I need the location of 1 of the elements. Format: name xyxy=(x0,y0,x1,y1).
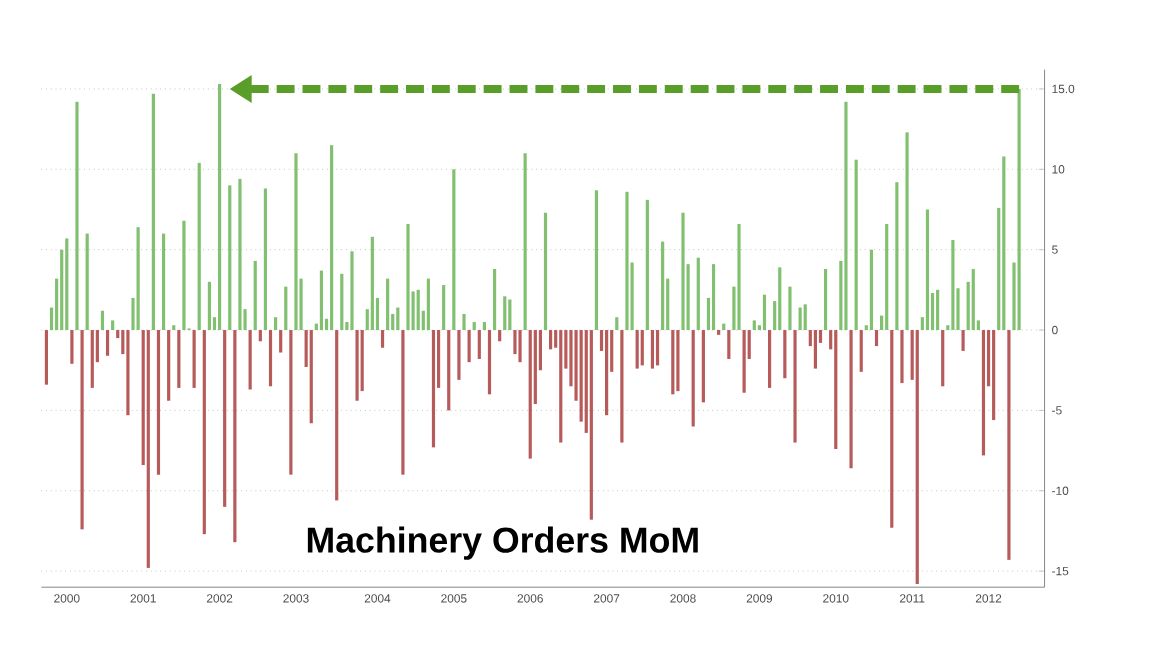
text: Machinery Orders MoM xyxy=(307,526,698,560)
